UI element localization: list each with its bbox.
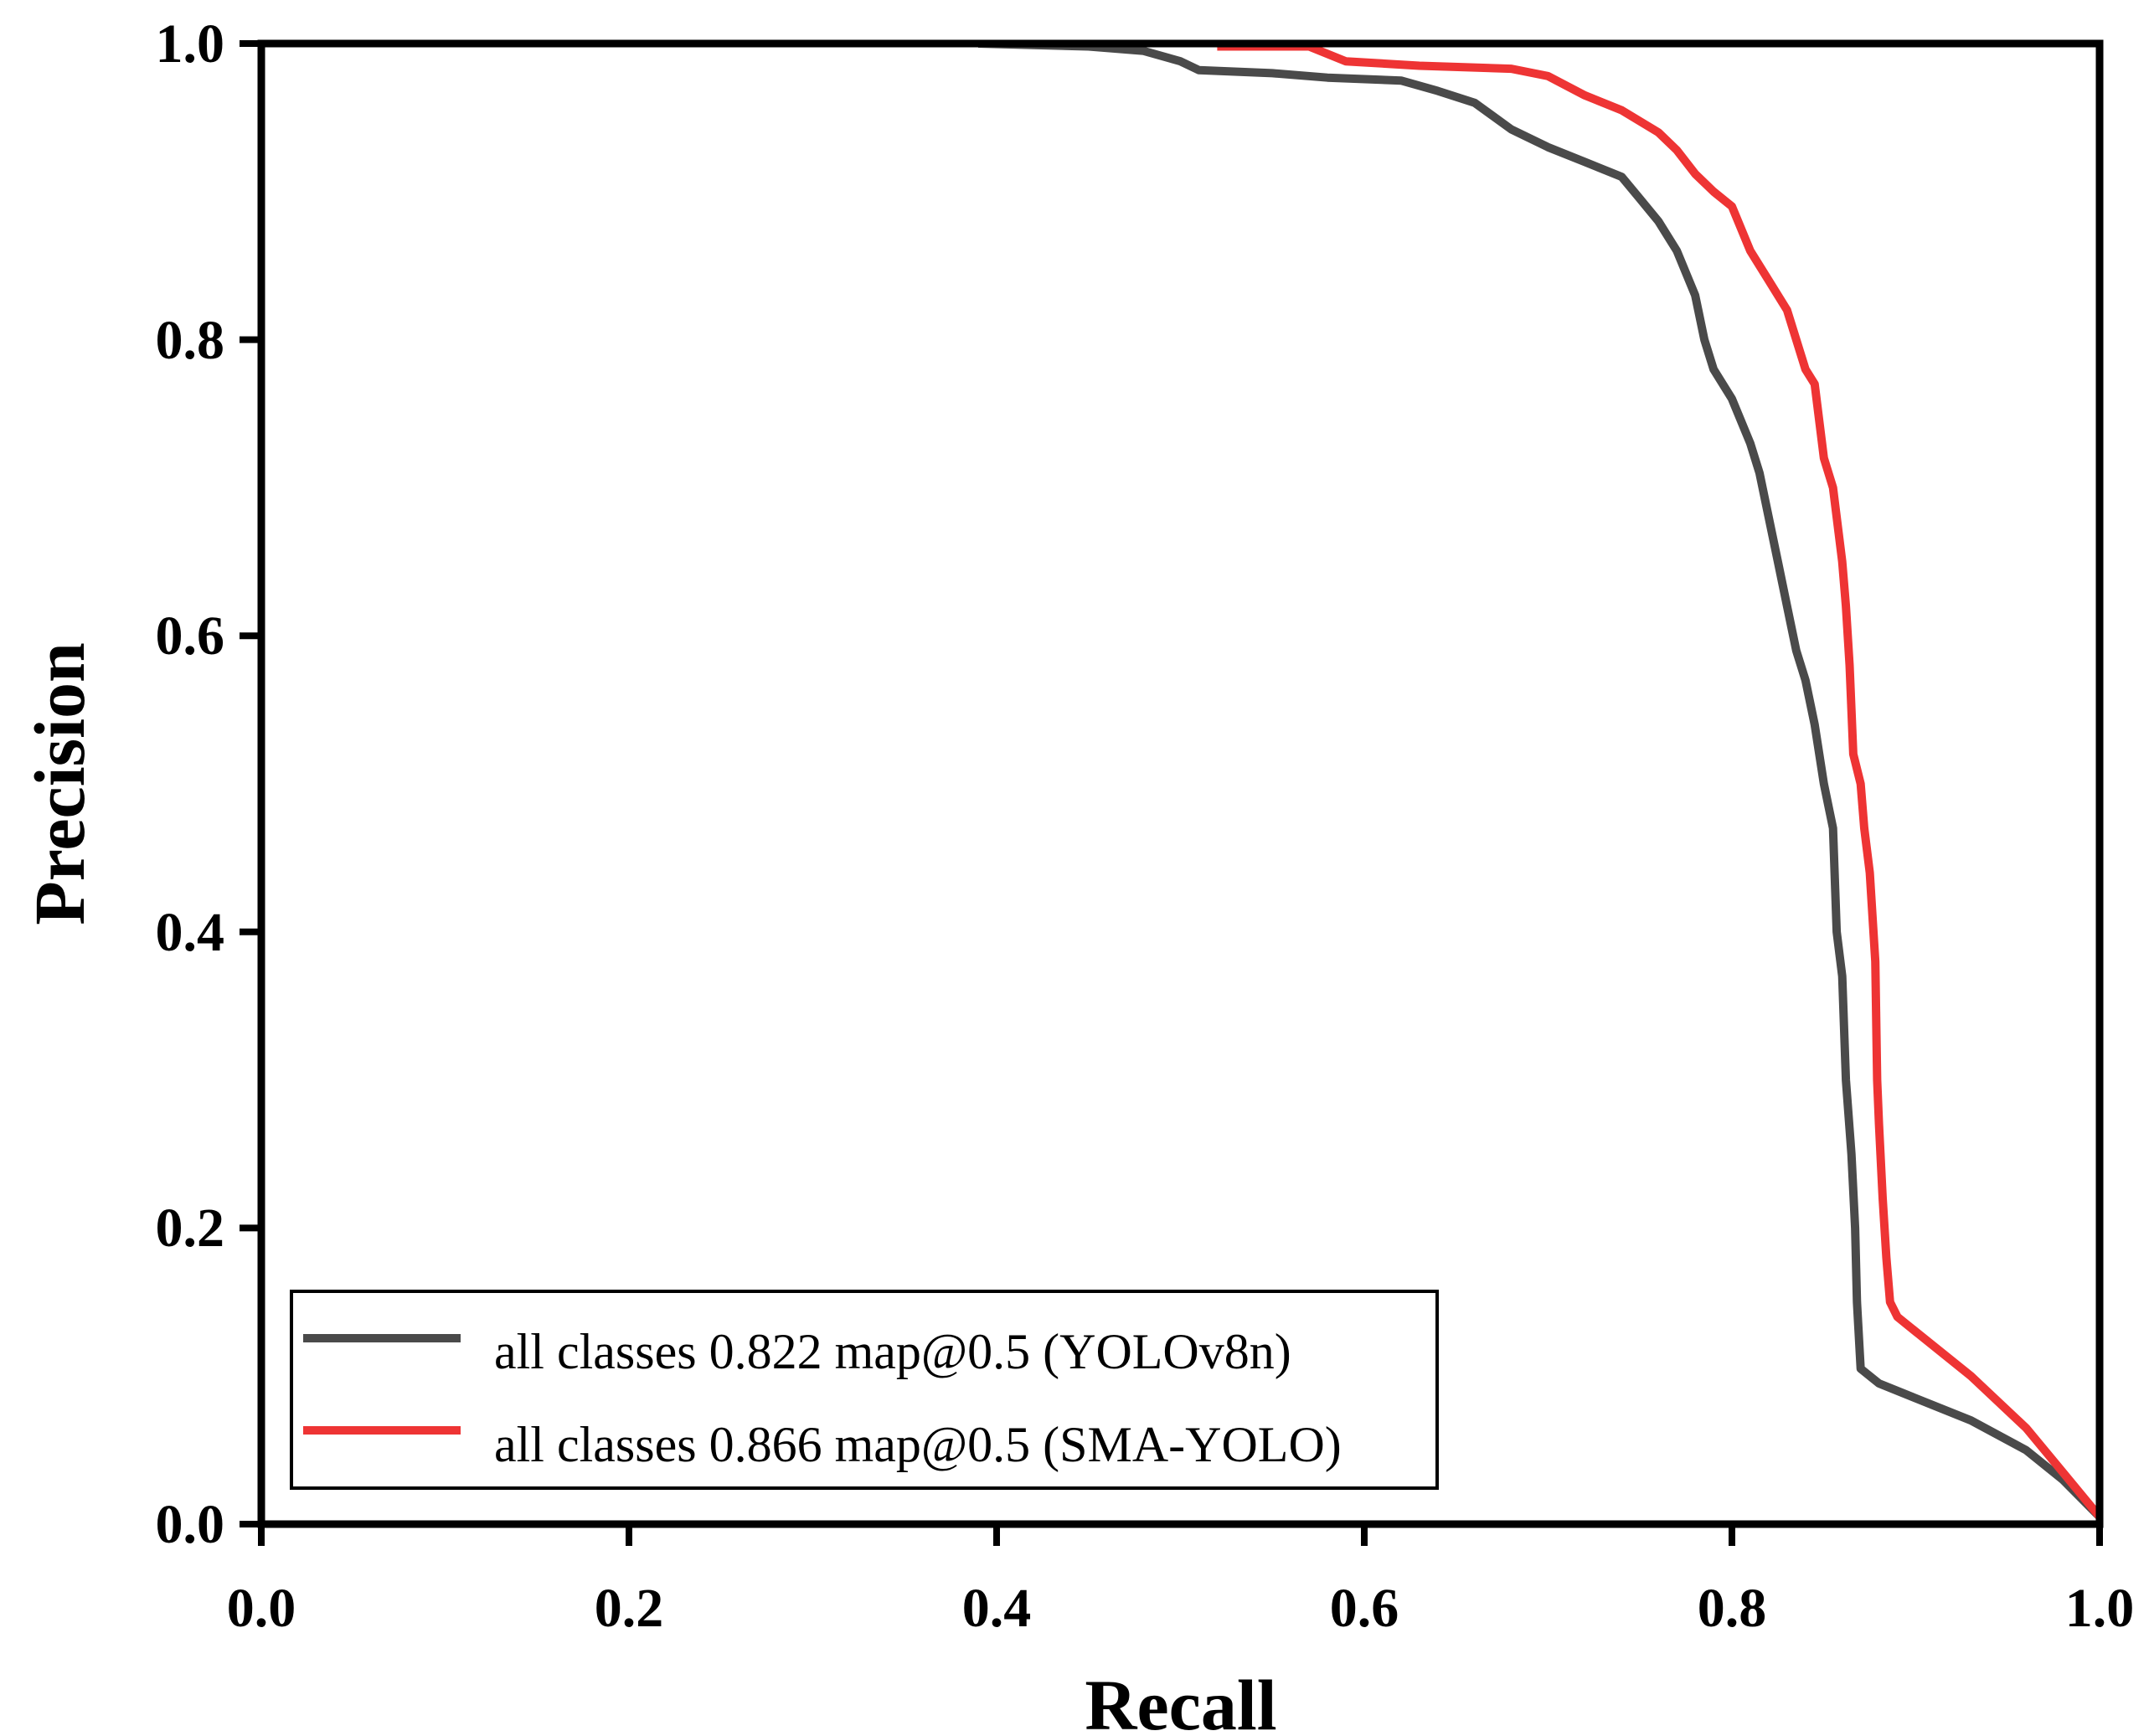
y-tick-label: 0.8 xyxy=(156,310,225,371)
legend-label-yolov8n: all classes 0.822 map@0.5 (YOLOv8n) xyxy=(494,1324,1291,1379)
y-tick-labels: 0.0 0.2 0.4 0.6 0.8 1.0 xyxy=(156,13,225,1555)
x-tick-label: 1.0 xyxy=(2065,1578,2135,1639)
series-line-0 xyxy=(977,44,2100,1520)
plot-frame xyxy=(257,39,2104,1528)
y-tick-label: 0.0 xyxy=(156,1494,225,1555)
y-axis-label: Precision xyxy=(19,642,100,925)
y-tick-label: 0.2 xyxy=(156,1198,225,1259)
legend-label-sma-yolo: all classes 0.866 map@0.5 (SMA-YOLO) xyxy=(494,1417,1342,1472)
x-tick-labels: 0.0 0.2 0.4 0.6 0.8 1.0 xyxy=(227,1578,2135,1639)
y-tick-label: 1.0 xyxy=(156,13,225,75)
x-tick-label: 0.6 xyxy=(1330,1578,1399,1639)
x-axis-label: Recall xyxy=(1085,1665,1276,1736)
x-tick-label: 0.4 xyxy=(962,1578,1032,1639)
x-tick-label: 0.8 xyxy=(1698,1578,1767,1639)
tick-marks xyxy=(240,40,2103,1546)
y-tick-label: 0.6 xyxy=(156,605,225,667)
series-layer xyxy=(977,44,2100,1520)
y-tick-label: 0.4 xyxy=(156,902,225,963)
series-line-1 xyxy=(1217,44,2100,1520)
x-tick-label: 0.0 xyxy=(227,1578,296,1639)
x-tick-label: 0.2 xyxy=(595,1578,664,1639)
legend-box xyxy=(290,1290,1439,1490)
legend: all classes 0.822 map@0.5 (YOLOv8n) all … xyxy=(290,1290,1439,1490)
